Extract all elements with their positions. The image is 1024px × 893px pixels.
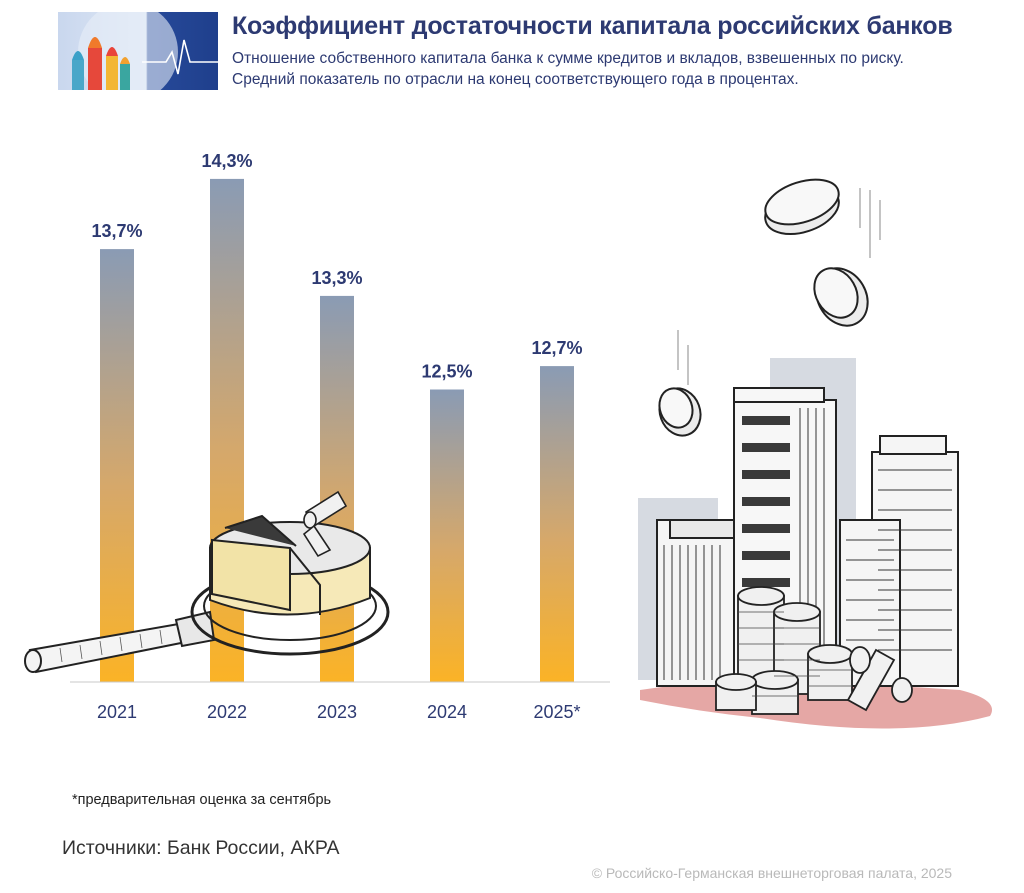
bar-2025* [540, 366, 574, 682]
subtitle-line-1: Отношение собственного капитала банка к … [232, 50, 904, 67]
x-tick-label-2025*: 2025* [533, 702, 580, 722]
bar-chart: 13,7%14,3%13,3%12,5%12,7% 2021 2022 2023 20… [70, 151, 610, 722]
bars-group [100, 178, 574, 682]
value-labels-group: 13,7% 14,3% 13,3% 12,5% 12,7% [91, 151, 582, 382]
value-label-2025*: 12,7% [531, 338, 582, 358]
value-label-2022: 14,3% [201, 151, 252, 171]
page-subtitle: Отношение собственного капитала банка к … [232, 48, 904, 90]
value-label-2021: 13,7% [91, 221, 142, 241]
bar-2022 [210, 178, 244, 682]
x-tick-label-2022: 2022 [207, 702, 247, 722]
page-title: Коэффициент достаточности капитала росси… [232, 12, 953, 40]
bar-2024 [430, 389, 464, 682]
footnote: *предварительная оценка за сентябрь [72, 792, 332, 808]
bar-2021 [100, 249, 134, 682]
value-label-2023: 13,3% [311, 268, 362, 288]
sources-text: Источники: Банк России, АКРА [62, 837, 340, 859]
bar-2023 [320, 295, 354, 682]
value-label-2024: 12,5% [421, 362, 472, 382]
copyright-text: © Российско-Германская внешнеторговая па… [591, 865, 952, 881]
subtitle-line-2: Средний показатель по отрасли на конец с… [232, 71, 799, 88]
x-tick-label-2021: 2021 [97, 702, 137, 722]
x-tick-label-2023: 2023 [317, 702, 357, 722]
logo-icon [58, 12, 218, 90]
x-tick-label-2024: 2024 [427, 702, 467, 722]
x-tick-labels-group: 2021 2022 2023 2024 2025* [97, 702, 581, 722]
